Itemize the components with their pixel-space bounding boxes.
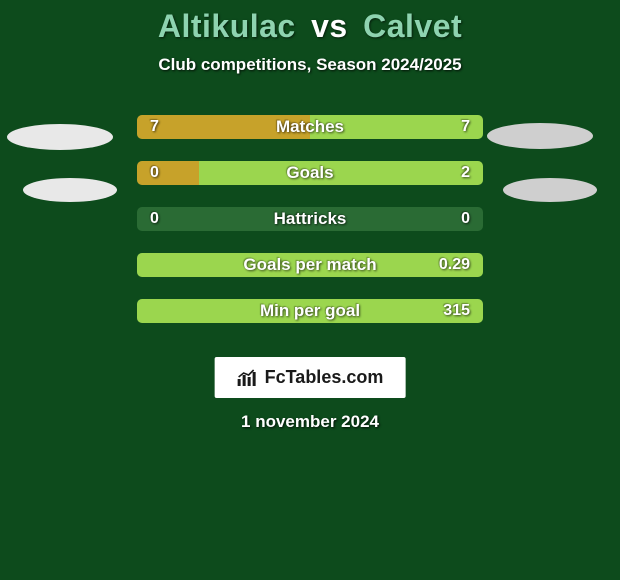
vs-label: vs — [305, 8, 354, 44]
bar-right-fill — [137, 299, 483, 323]
bar-left-fill — [137, 115, 310, 139]
subtitle: Club competitions, Season 2024/2025 — [0, 55, 620, 75]
stat-row: Min per goal315 — [0, 287, 620, 333]
decor-ellipse-left — [7, 124, 113, 150]
bar-track — [137, 299, 483, 323]
chart-icon — [237, 369, 259, 387]
comparison-card: Altikulac vs Calvet Club competitions, S… — [0, 0, 620, 580]
decor-ellipse-right — [503, 178, 597, 202]
bar-right-fill — [199, 161, 483, 185]
bar-track — [137, 253, 483, 277]
brand-badge: FcTables.com — [215, 357, 406, 398]
stat-row: Goals per match0.29 — [0, 241, 620, 287]
bar-track — [137, 161, 483, 185]
bar-right-fill — [137, 253, 483, 277]
date-stamp: 1 november 2024 — [0, 412, 620, 432]
page-title: Altikulac vs Calvet — [0, 0, 620, 45]
player-right-name: Calvet — [363, 8, 462, 44]
player-left-name: Altikulac — [158, 8, 296, 44]
brand-text: FcTables.com — [265, 367, 384, 388]
bar-left-fill — [137, 161, 199, 185]
decor-ellipse-right — [487, 123, 593, 149]
bar-right-fill — [310, 115, 483, 139]
bar-track — [137, 115, 483, 139]
decor-ellipse-left — [23, 178, 117, 202]
stat-row: Hattricks00 — [0, 195, 620, 241]
bar-track — [137, 207, 483, 231]
